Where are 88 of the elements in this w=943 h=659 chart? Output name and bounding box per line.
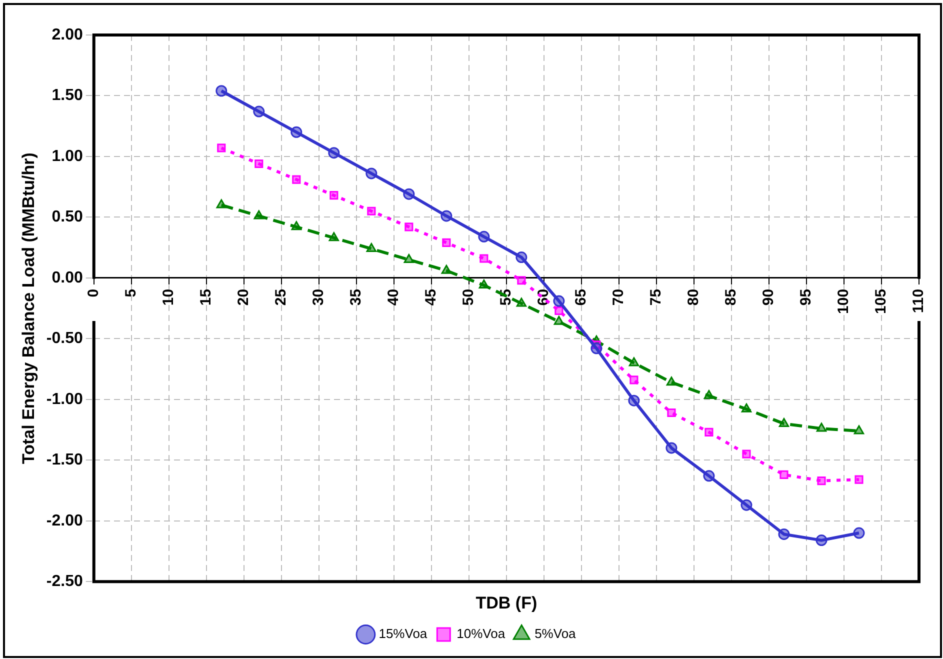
y-tick-label: 1.50 — [52, 87, 83, 104]
y-tick-label: -1.50 — [46, 452, 83, 469]
x-tick-label: 5 — [122, 288, 140, 298]
point — [403, 188, 415, 200]
point — [366, 168, 378, 180]
y-tick-label: -2.00 — [46, 512, 83, 530]
x-tick-label: 15 — [198, 288, 215, 306]
point — [328, 147, 340, 159]
point — [517, 276, 526, 285]
x-tick-label: 75 — [648, 288, 665, 306]
point — [590, 342, 602, 354]
point — [628, 394, 640, 406]
y-tick-label: 0.00 — [52, 269, 83, 286]
x-tick-label: 10 — [160, 288, 178, 306]
point — [254, 210, 264, 220]
point — [291, 221, 302, 230]
x-tick-label: 40 — [385, 288, 402, 306]
point — [404, 254, 414, 263]
point — [741, 403, 752, 412]
point — [478, 279, 490, 288]
point — [740, 499, 752, 511]
point — [628, 357, 640, 366]
point — [667, 408, 676, 418]
x-tick-label: 80 — [685, 288, 702, 306]
point — [778, 528, 790, 540]
point — [440, 210, 452, 222]
point — [554, 316, 564, 325]
point — [516, 298, 527, 307]
point — [292, 175, 301, 184]
point — [480, 254, 488, 263]
x-tick-label: 95 — [798, 288, 815, 306]
point — [367, 206, 376, 216]
x-tick-label: 90 — [760, 288, 778, 306]
point — [554, 306, 564, 316]
point — [704, 428, 714, 436]
point — [330, 191, 338, 200]
y-tick-label: -1.00 — [46, 390, 83, 408]
point — [666, 376, 677, 386]
point — [217, 144, 226, 152]
x-tick-label: 50 — [460, 288, 478, 306]
point — [703, 470, 715, 482]
point — [404, 222, 414, 232]
x-tick-label: 70 — [610, 288, 628, 306]
y-axis-title: Total Energy Balance Load (MMBtu/hr) — [18, 152, 38, 464]
point — [630, 376, 638, 384]
y-tick-label: 0.50 — [52, 208, 83, 226]
y-tick-label: -2.50 — [46, 573, 83, 590]
x-tick-label: 25 — [272, 288, 290, 306]
x-tick-label: 65 — [572, 288, 590, 306]
point — [441, 264, 452, 274]
x-tick-label: 110 — [910, 288, 928, 314]
point — [516, 252, 528, 264]
x-tick-label: 30 — [310, 288, 328, 306]
point — [553, 295, 565, 307]
point — [817, 476, 826, 486]
point — [253, 106, 265, 118]
y-tick-label: -0.50 — [46, 330, 83, 348]
point — [666, 442, 678, 454]
point — [254, 159, 264, 168]
legend-label: 10%Voa — [456, 626, 506, 642]
x-tick-label: 105 — [872, 288, 890, 314]
x-tick-label: 35 — [348, 288, 365, 306]
point — [853, 527, 865, 539]
x-tick-label: 0 — [85, 288, 102, 298]
point — [780, 470, 788, 479]
point — [778, 418, 790, 427]
point — [216, 199, 226, 208]
x-axis-title: TDB (F) — [476, 593, 538, 612]
point — [854, 425, 864, 434]
x-tick-label: 20 — [235, 288, 252, 306]
point — [216, 85, 228, 97]
legend-label: 15%Voa — [378, 626, 428, 642]
point — [442, 238, 451, 247]
point — [328, 232, 339, 242]
point — [854, 475, 864, 484]
point — [816, 422, 827, 432]
legend-label: 5%Voa — [534, 626, 577, 642]
x-tick-label: 100 — [835, 288, 852, 314]
y-tick-label: 2.00 — [52, 26, 83, 44]
point — [742, 450, 751, 458]
x-tick-label: 85 — [722, 288, 740, 306]
x-tick-label: 45 — [422, 288, 440, 306]
point — [704, 390, 714, 400]
point — [478, 230, 490, 242]
point — [366, 243, 376, 252]
point — [290, 126, 302, 138]
y-tick-label: 1.00 — [52, 148, 83, 165]
point — [816, 534, 828, 546]
